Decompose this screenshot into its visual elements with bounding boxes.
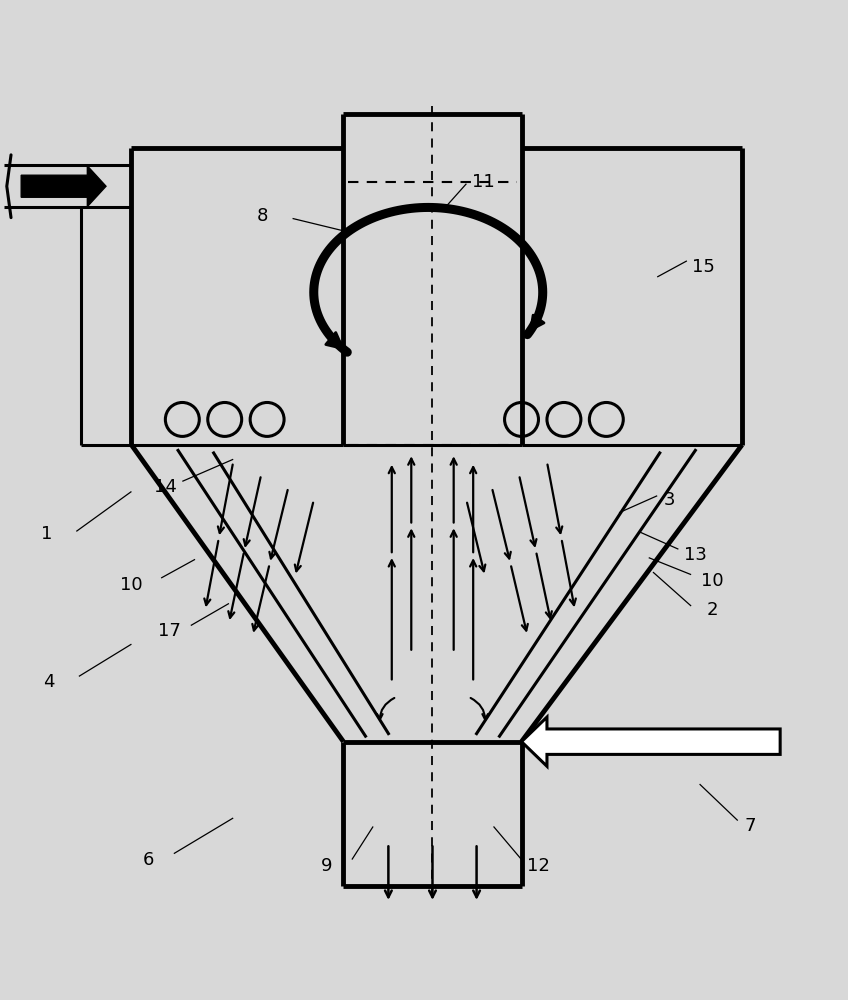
Text: 4: 4 [43, 673, 55, 691]
Text: 3: 3 [664, 491, 676, 509]
Text: 14: 14 [154, 478, 176, 496]
Text: 9: 9 [321, 857, 332, 875]
FancyArrow shape [21, 166, 106, 207]
Text: 13: 13 [684, 546, 706, 564]
Text: 8: 8 [257, 207, 269, 225]
Text: 15: 15 [693, 258, 715, 276]
Text: 12: 12 [527, 857, 550, 875]
Text: 11: 11 [472, 173, 494, 191]
Text: 1: 1 [41, 525, 53, 543]
Text: 10: 10 [120, 576, 142, 594]
Text: 7: 7 [745, 817, 756, 835]
Text: 6: 6 [142, 851, 154, 869]
Text: 10: 10 [701, 572, 723, 590]
Text: 2: 2 [706, 601, 718, 619]
FancyArrow shape [522, 717, 780, 766]
Text: 17: 17 [159, 622, 181, 640]
